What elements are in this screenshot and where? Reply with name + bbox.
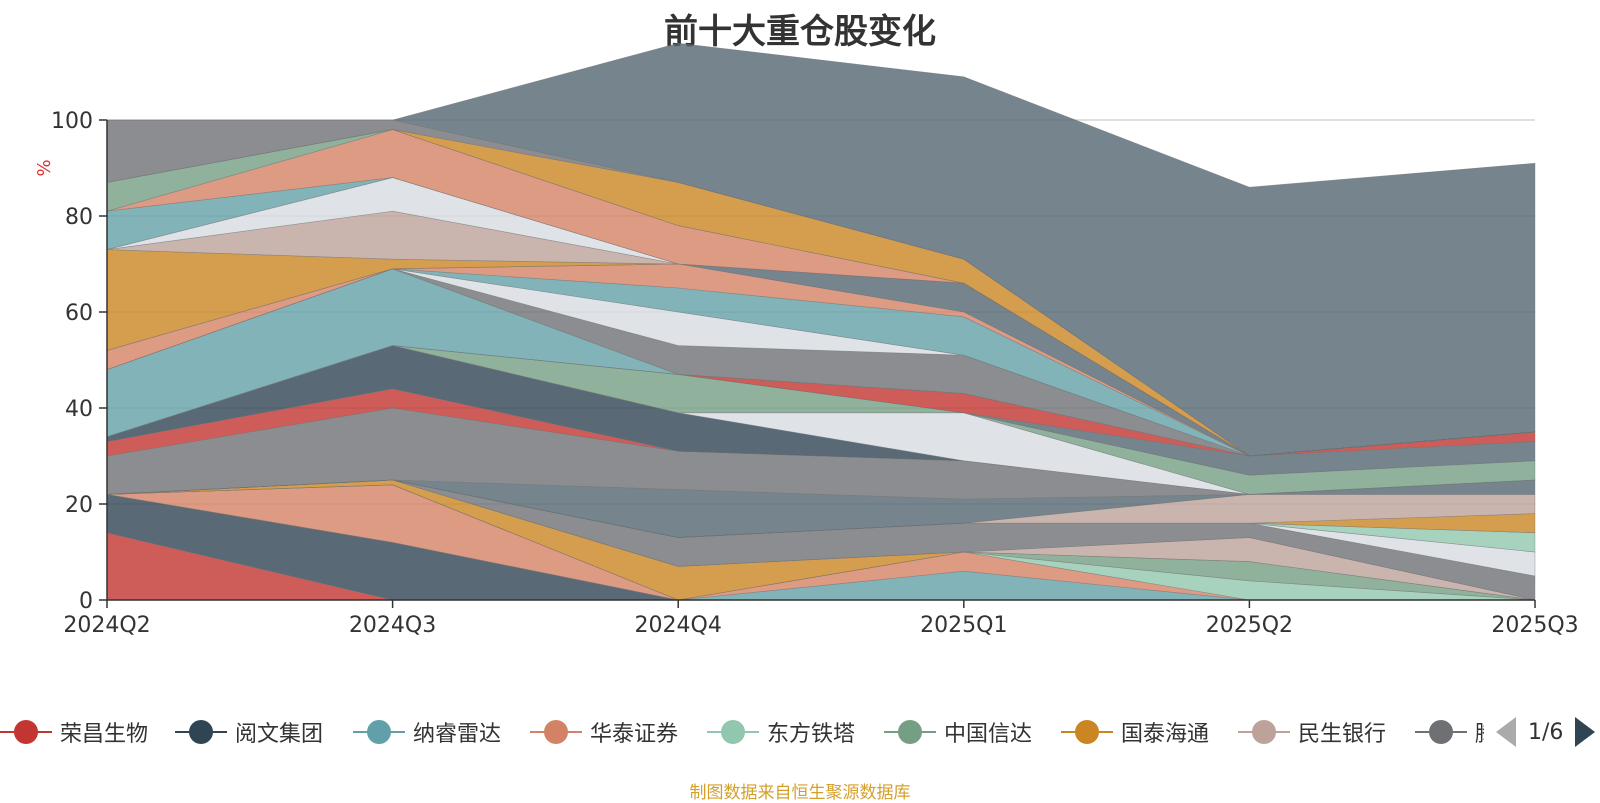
legend-item[interactable]: 中国信达 [884,715,1032,749]
legend-pager: 1/6 [1496,714,1596,750]
legend-swatch [1061,715,1113,749]
legend-prev-page-button[interactable] [1496,717,1516,747]
legend-item[interactable]: 荣昌生物 [0,715,148,749]
legend-swatch [707,715,759,749]
legend-label: 纳睿雷达 [413,722,502,747]
legend-item[interactable]: 阅文集团 [175,715,323,749]
legend-label: 阅文集团 [235,722,324,747]
legend-swatch [884,715,936,749]
legend-label: 国泰海通 [1121,722,1210,747]
legend-label: 华泰证券 [590,722,679,747]
area-chart: 0 20 40 60 80 100% 2024Q2 2024Q3 2024Q4 2025Q1 202… [34,42,1579,638]
legend-swatch [353,715,405,749]
legend-label: 荣昌生物 [60,722,149,747]
legend-swatch [530,715,582,749]
x-tick-label: 2024Q3 [349,613,436,638]
y-tick-label: 40 [65,397,93,422]
y-tick-label: 100 [51,109,93,134]
x-tick-label: 2025Q2 [1206,613,1293,638]
x-tick-label: 2024Q2 [63,613,150,638]
legend-item[interactable]: 民生银行 [1238,715,1386,749]
legend-item[interactable]: 华泰证券 [530,715,678,749]
legend-label: 腾讯控股 [1475,716,1484,748]
x-tick-label: 2024Q4 [635,613,722,638]
legend-item[interactable]: 东方铁塔 [707,715,855,749]
legend-item[interactable]: 纳睿雷达 [353,715,501,749]
chart-title: 前十大重仓股变化 [664,12,936,52]
y-axis-unit-label: % [34,159,55,176]
legend-next-page-button[interactable] [1575,717,1596,747]
legend-swatch [175,715,227,749]
legend-item[interactable]: 国泰海通 [1061,715,1209,749]
legend-swatch [1415,715,1467,749]
area-series-35 [107,42,1536,457]
y-tick-label: 60 [65,301,93,326]
legend-label: 民生银行 [1298,722,1387,747]
legend-item[interactable]: 腾讯控股 [1415,715,1484,749]
legend-label: 东方铁塔 [767,722,856,747]
x-tick-label: 2025Q3 [1491,613,1578,638]
x-tick-label: 2025Q1 [920,613,1007,638]
legend-page-indicator: 1/6 [1528,719,1564,745]
y-tick-label: 0 [79,589,93,614]
data-source-footer: 制图数据来自恒生聚源数据库 [689,783,911,803]
y-tick-label: 20 [65,493,93,518]
legend-swatch [0,715,52,749]
legend-swatch [1238,715,1290,749]
legend: 荣昌生物 阅文集团 纳睿雷达 华泰证券 东方铁塔 中国信达 国泰海通 民生银行 腾讯控股 [0,715,1484,755]
legend-label: 中国信达 [944,722,1033,747]
y-tick-label: 80 [65,205,93,230]
